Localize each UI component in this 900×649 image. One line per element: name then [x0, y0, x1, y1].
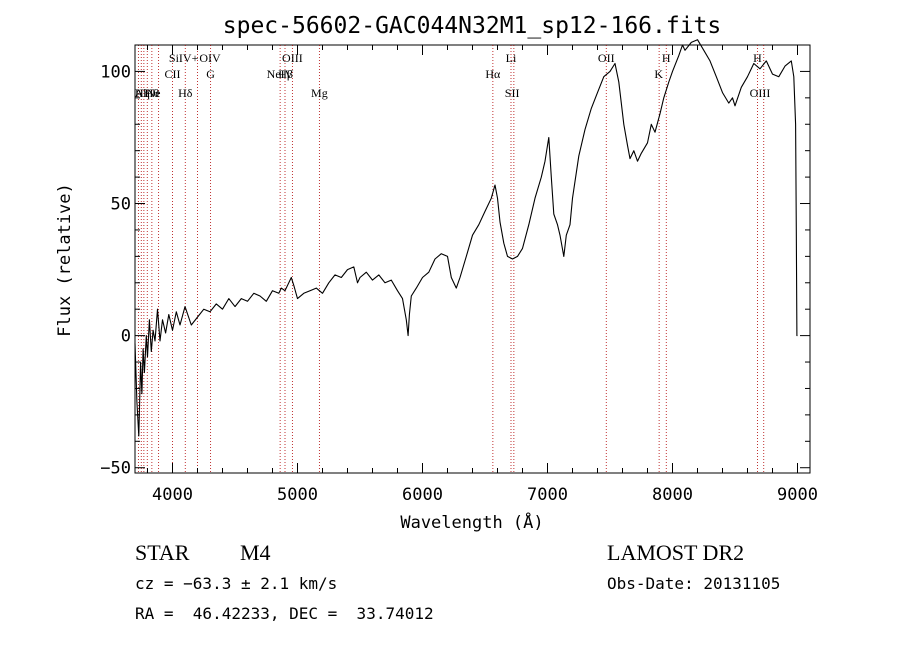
x-tick-label: 4000	[152, 485, 193, 505]
line-annotation: NeIV	[267, 67, 294, 81]
line-annotation: Hδ	[178, 86, 193, 100]
x-axis-label: Wavelength (Å)	[400, 511, 543, 533]
line-annotation: SII	[505, 86, 520, 100]
survey-label: LAMOST DR2	[607, 540, 745, 565]
chart-title: spec-56602-GAC044N32M1_sp12-166.fits	[223, 13, 722, 39]
coordinates: RA = 46.42233, DEC = 33.74012	[135, 604, 434, 623]
line-annotation: K	[654, 67, 663, 81]
line-annotation: Li	[506, 51, 517, 65]
plot-area: 4000 5000 6000 7000 8000 9000−50050100AlNeHθH…	[100, 39, 818, 505]
x-tick-label: 9000	[777, 485, 818, 505]
line-annotation: SiIV+	[169, 51, 199, 65]
redshift-velocity: cz = −63.3 ± 2.1 km/s	[135, 574, 338, 593]
y-tick-label: 0	[121, 327, 131, 347]
star-subclass-label: M4	[240, 540, 271, 565]
line-annotation: CII	[165, 67, 181, 81]
line-annotation: OII	[598, 51, 615, 65]
line-annotation: OIII	[750, 86, 771, 100]
y-tick-label: −50	[100, 459, 131, 479]
line-annotation: Hα	[485, 67, 501, 81]
line-annotation: AlNe	[135, 86, 161, 100]
line-annotation: Mg	[311, 86, 328, 100]
star-class-label: STAR	[135, 540, 190, 565]
x-tick-label: 5000	[277, 485, 318, 505]
line-annotation: H	[753, 51, 762, 65]
y-tick-label: 50	[111, 195, 131, 215]
x-tick-label: 6000	[402, 485, 443, 505]
line-annotation: Hβ	[278, 67, 293, 81]
x-tick-label: 8000	[652, 485, 693, 505]
line-annotation: OIII	[282, 51, 303, 65]
spectrum-line	[134, 39, 798, 437]
y-tick-label: 100	[100, 62, 131, 82]
line-annotation: Hθ	[145, 86, 160, 100]
line-annotation: OIV	[199, 51, 221, 65]
line-annotation: Hη	[135, 86, 150, 100]
observation-date: Obs-Date: 20131105	[607, 574, 781, 593]
x-tick-label: 7000	[527, 485, 568, 505]
line-annotation: G	[206, 67, 215, 81]
plot-frame	[134, 44, 811, 474]
line-annotation: H	[662, 51, 671, 65]
y-axis-label: Flux (relative)	[55, 183, 75, 337]
